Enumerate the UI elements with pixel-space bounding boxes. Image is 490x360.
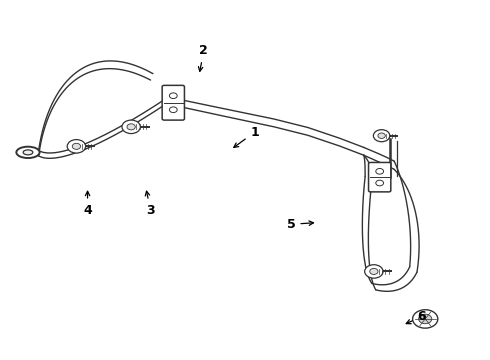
Text: 1: 1 — [234, 126, 259, 147]
Ellipse shape — [16, 147, 40, 158]
Text: 4: 4 — [83, 191, 92, 217]
Ellipse shape — [378, 133, 385, 138]
Text: 5: 5 — [287, 218, 314, 231]
Ellipse shape — [370, 269, 378, 274]
Ellipse shape — [170, 107, 177, 113]
Ellipse shape — [170, 93, 177, 99]
Ellipse shape — [67, 140, 86, 153]
Circle shape — [418, 314, 432, 324]
FancyBboxPatch shape — [162, 85, 184, 120]
Ellipse shape — [373, 130, 390, 142]
Ellipse shape — [23, 150, 33, 155]
Circle shape — [413, 310, 438, 328]
Ellipse shape — [376, 168, 384, 174]
Ellipse shape — [122, 120, 140, 134]
Text: 6: 6 — [406, 310, 426, 324]
Text: 3: 3 — [146, 191, 155, 217]
Ellipse shape — [127, 124, 135, 130]
Ellipse shape — [365, 265, 383, 278]
Ellipse shape — [376, 180, 384, 186]
Ellipse shape — [72, 143, 80, 149]
FancyBboxPatch shape — [368, 162, 391, 192]
Text: 2: 2 — [198, 44, 208, 71]
